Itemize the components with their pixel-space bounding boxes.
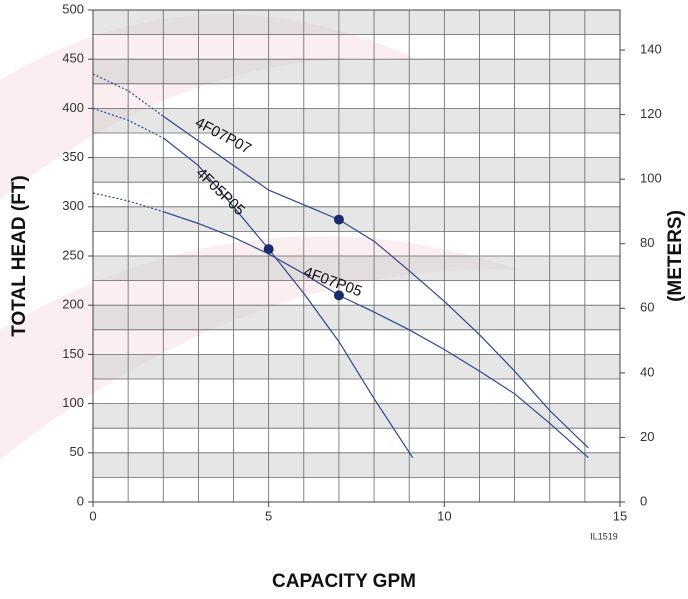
x-axis-title: CAPACITY GPM xyxy=(272,571,416,592)
y-tick-label: 400 xyxy=(62,100,84,115)
grid-band xyxy=(93,256,620,281)
grid-band xyxy=(93,108,620,133)
plot-area: 0501001502002503003504004505000204060801… xyxy=(62,1,661,523)
y-axis-title: TOTAL HEAD (FT) xyxy=(9,175,30,336)
y2-tick-label: 100 xyxy=(640,171,662,186)
y2-tick-label: 0 xyxy=(640,493,647,508)
curve-dotted xyxy=(92,192,164,213)
grid-band xyxy=(93,452,620,478)
rated-point xyxy=(263,244,274,255)
y-tick-label: 450 xyxy=(62,51,84,66)
grid-band xyxy=(93,206,620,232)
y-tick-label: 250 xyxy=(62,247,84,262)
watermark xyxy=(0,14,420,200)
y-tick-label: 350 xyxy=(62,149,84,164)
figure-code: IL1519 xyxy=(590,531,618,541)
y2-tick-label: 120 xyxy=(640,106,662,121)
y2-axis-title: (METERS) xyxy=(665,210,686,302)
grid-band xyxy=(93,10,620,35)
x-tick-label: 0 xyxy=(89,508,96,523)
curve-dotted xyxy=(92,73,164,117)
x-tick-label: 5 xyxy=(265,508,272,523)
grid-band xyxy=(93,403,620,429)
y2-tick-label: 80 xyxy=(640,235,654,250)
y-tick-label: 300 xyxy=(62,198,84,213)
rated-point xyxy=(333,214,344,225)
curve xyxy=(163,211,589,459)
y-tick-label: 150 xyxy=(62,346,84,361)
y-tick-label: 100 xyxy=(62,395,84,410)
y-tick-label: 500 xyxy=(62,1,84,16)
x-tick-label: 15 xyxy=(613,508,627,523)
curve xyxy=(162,115,589,449)
grid-band xyxy=(93,354,620,379)
curve-dotted xyxy=(92,107,164,139)
y-tick-label: 0 xyxy=(77,493,84,508)
grid-band xyxy=(93,305,620,330)
curve xyxy=(162,137,414,459)
grid-band xyxy=(93,157,620,183)
y2-tick-label: 60 xyxy=(640,300,654,315)
y2-tick-label: 20 xyxy=(640,429,654,444)
y-tick-label: 200 xyxy=(62,297,84,312)
grid-band xyxy=(93,59,620,84)
y-tick-label: 50 xyxy=(70,444,84,459)
x-tick-label: 10 xyxy=(437,508,451,523)
rated-point xyxy=(333,290,344,301)
y2-tick-label: 140 xyxy=(640,41,662,56)
watermark xyxy=(0,236,520,460)
y2-tick-label: 40 xyxy=(640,364,654,379)
